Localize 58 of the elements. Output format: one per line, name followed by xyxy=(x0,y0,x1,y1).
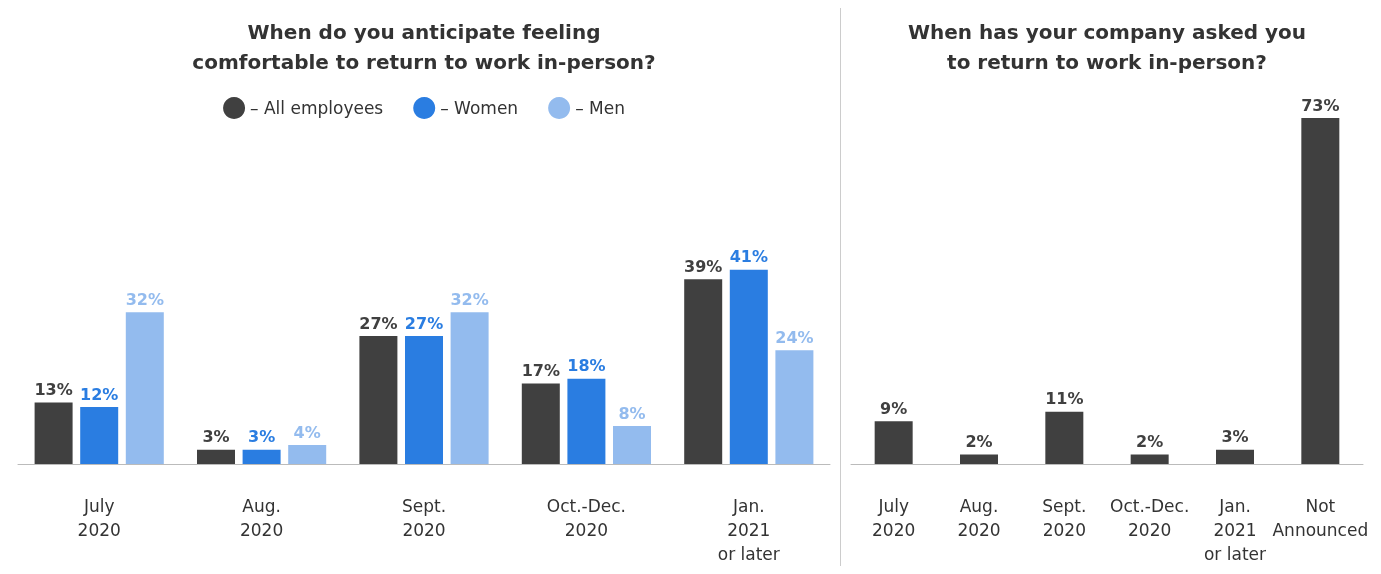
x-tick-label: Jan. 2021 or later xyxy=(717,496,780,564)
bar xyxy=(1301,118,1340,464)
bar xyxy=(684,279,723,464)
x-tick-label: Jan. 2021 or later xyxy=(1203,496,1267,564)
bar xyxy=(359,336,398,464)
bar xyxy=(450,312,489,464)
x-tick-label: Sept. 2020 xyxy=(1042,496,1087,540)
x-tick-label: Oct.-Dec. 2020 xyxy=(546,496,627,540)
data-label: 12% xyxy=(80,384,119,404)
data-label: 73% xyxy=(1301,95,1340,115)
data-label: 32% xyxy=(125,289,164,309)
data-label: 24% xyxy=(775,327,814,347)
legend-label: – All employees xyxy=(250,98,384,118)
data-label: 11% xyxy=(1045,389,1084,409)
bar xyxy=(1045,411,1084,464)
data-label: 27% xyxy=(404,313,444,333)
bar xyxy=(613,426,651,464)
bar xyxy=(729,269,768,464)
x-tick-label: Aug. 2020 xyxy=(239,496,284,540)
x-tick-label: Sept. 2020 xyxy=(401,496,447,540)
bar xyxy=(521,383,560,464)
bar xyxy=(242,449,281,464)
bar xyxy=(960,454,998,464)
x-tick-label: Aug. 2020 xyxy=(957,496,1001,540)
data-label: 13% xyxy=(34,379,73,399)
bar xyxy=(1130,454,1169,464)
x-tick-label: Oct.-Dec. 2020 xyxy=(1110,496,1190,540)
bar xyxy=(405,336,443,464)
data-label: 9% xyxy=(880,398,908,418)
chart-title: When do you anticipate feeling comfortable to return to work in-person? xyxy=(192,20,656,74)
data-label: 8% xyxy=(618,403,646,423)
data-label: 17% xyxy=(521,360,560,380)
legend-label: – Men xyxy=(575,98,625,118)
bar xyxy=(125,312,164,464)
bar xyxy=(34,402,73,464)
data-label: 18% xyxy=(567,356,606,376)
data-label: 27% xyxy=(359,313,398,333)
data-label: 2% xyxy=(1136,432,1164,452)
data-label: 39% xyxy=(684,256,723,276)
x-tick-label: Not Announced xyxy=(1272,496,1369,540)
bar xyxy=(288,445,327,464)
bar xyxy=(80,407,119,464)
bar xyxy=(874,421,913,464)
data-label: 4% xyxy=(293,422,321,442)
legend-label: – Women xyxy=(440,98,519,118)
x-tick-label: July 2020 xyxy=(872,496,916,540)
bar xyxy=(197,449,235,464)
data-label: 41% xyxy=(729,247,768,267)
bar xyxy=(1216,449,1254,464)
bar xyxy=(567,378,606,464)
data-label: 32% xyxy=(450,289,489,309)
bar xyxy=(775,350,814,464)
x-tick-label: July 2020 xyxy=(77,496,121,540)
data-label: 3% xyxy=(202,427,230,447)
data-label: 2% xyxy=(965,432,993,452)
data-label: 3% xyxy=(1221,427,1249,447)
data-label: 3% xyxy=(248,427,276,447)
chart-title: When has your company asked you to return to work in-person? xyxy=(907,20,1307,74)
